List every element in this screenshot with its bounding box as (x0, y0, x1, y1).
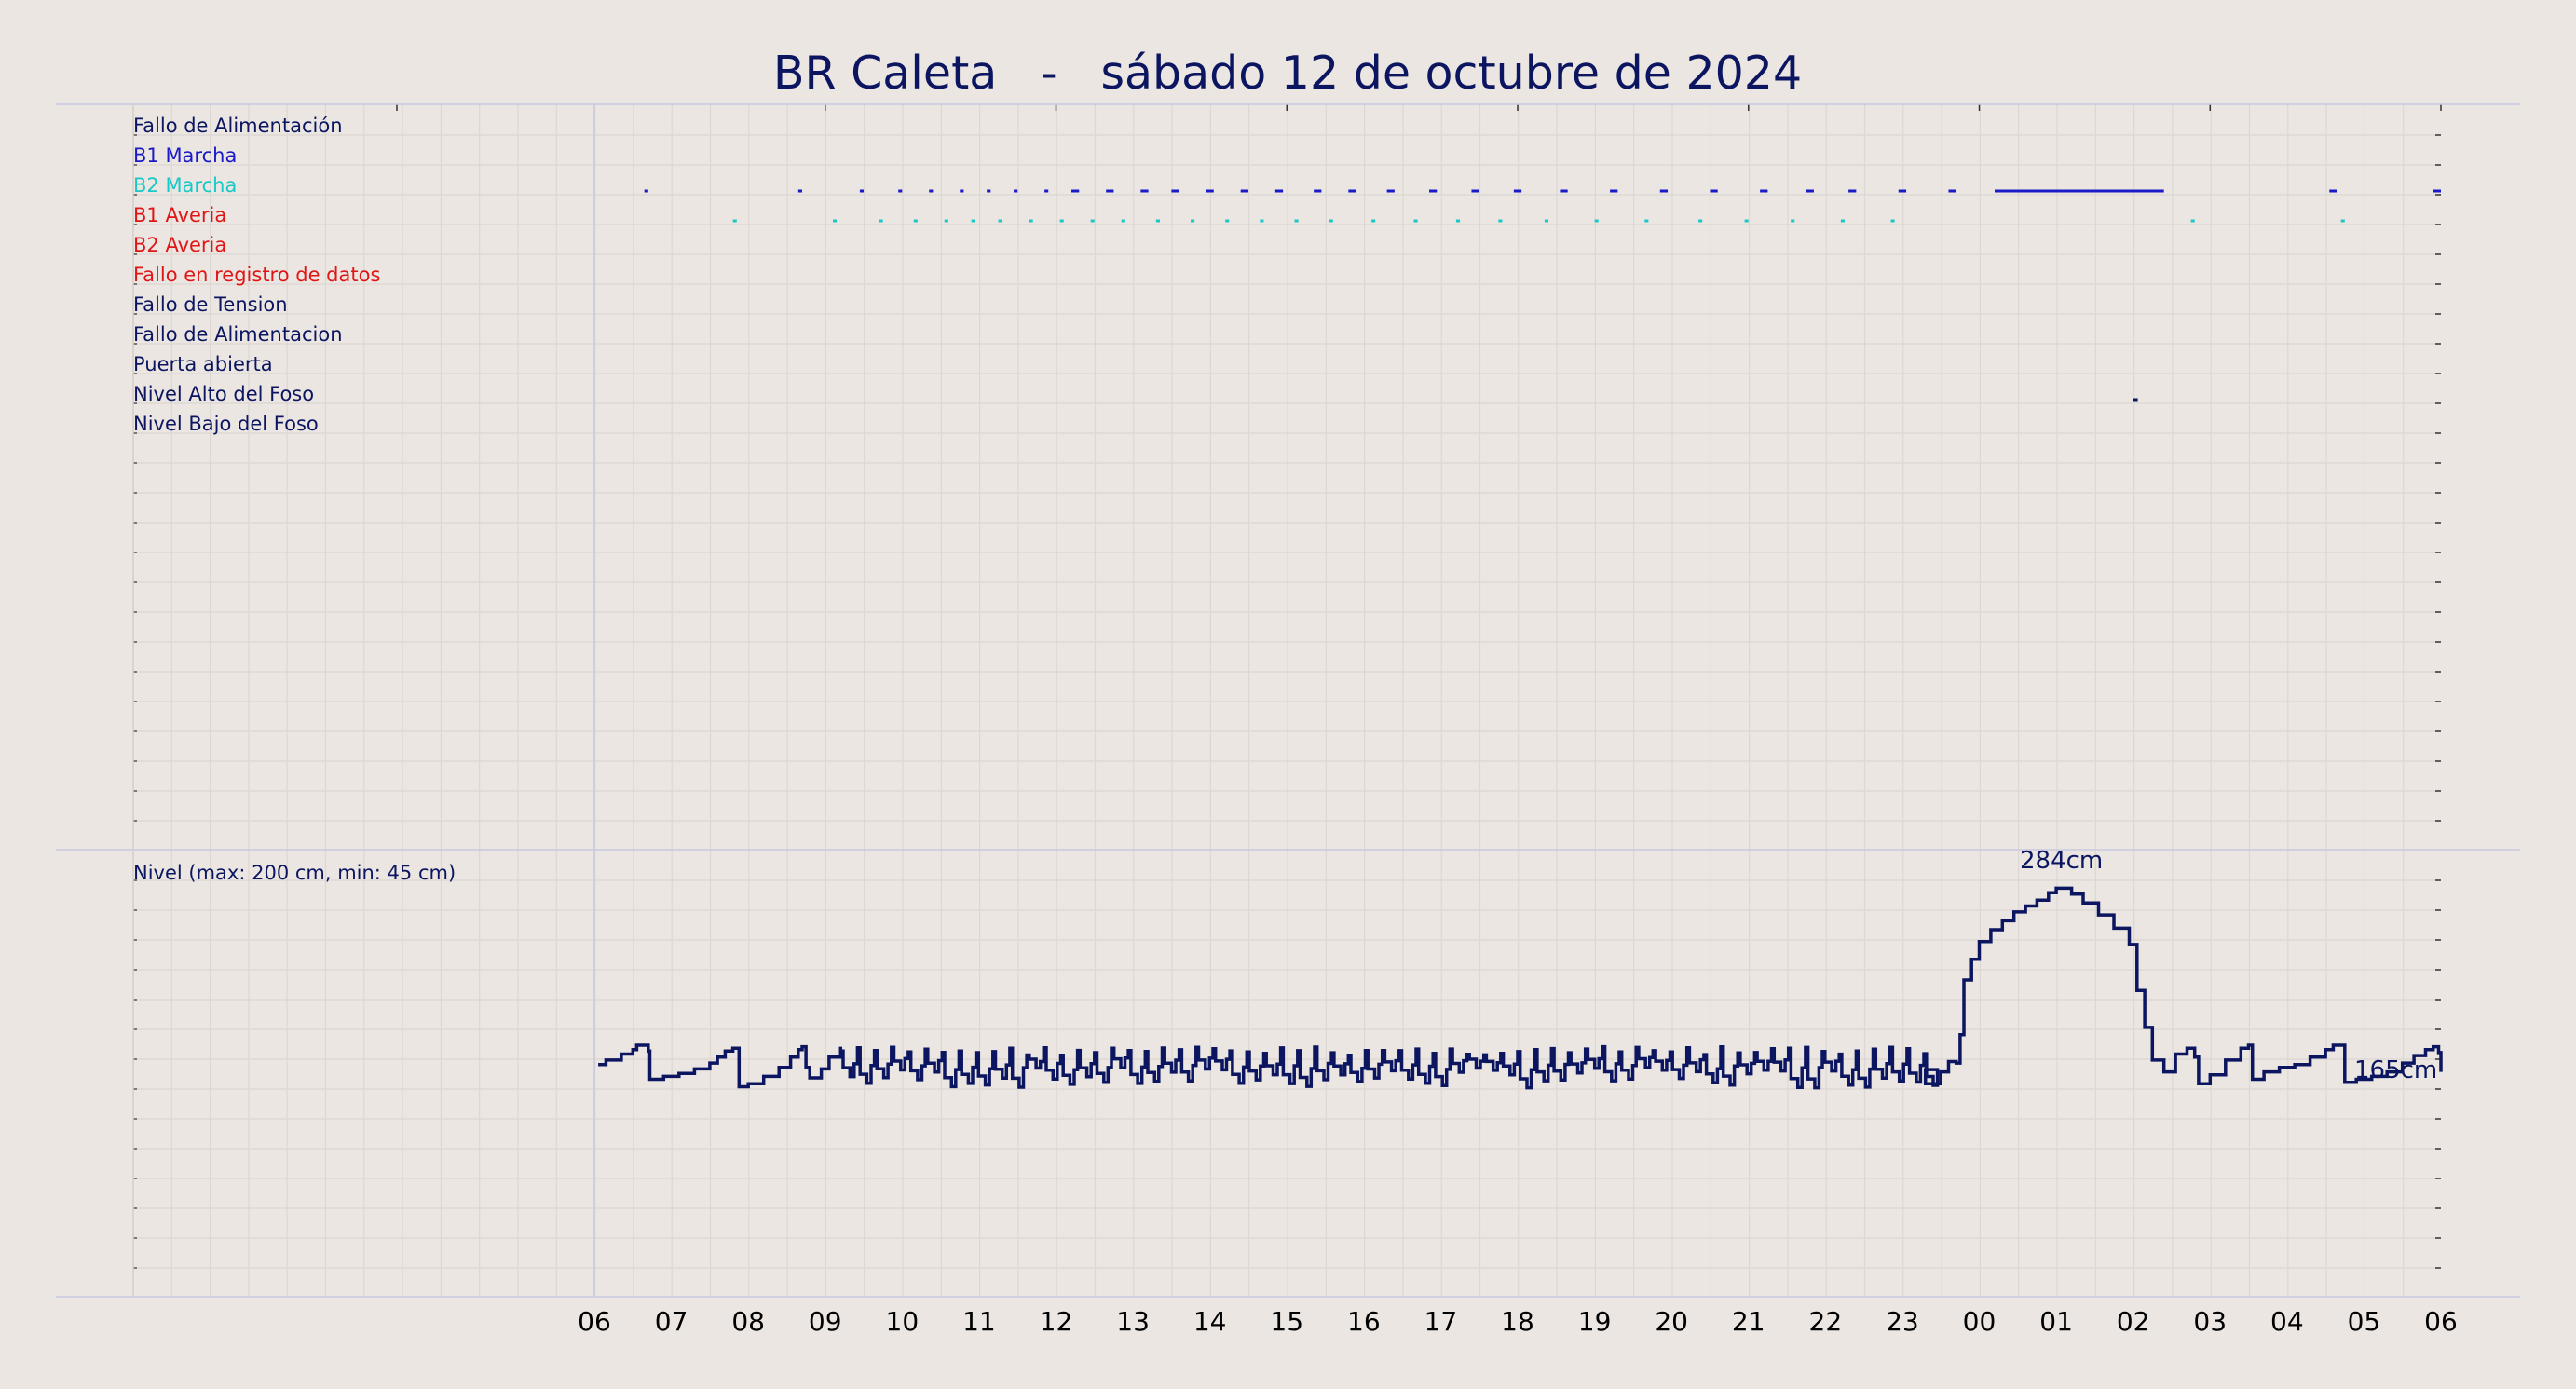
x-tick-label: 05 (2348, 1306, 2381, 1337)
x-tick-label: 21 (1732, 1306, 1765, 1337)
x-tick-label: 01 (2039, 1306, 2073, 1337)
frame-layer (56, 103, 2520, 1298)
x-tick-label: 17 (1424, 1306, 1458, 1337)
x-tick-label: 00 (1963, 1306, 1997, 1337)
chart-title: BR Caleta - sábado 12 de octubre de 2024 (773, 47, 1802, 100)
x-tick-label: 09 (809, 1306, 842, 1337)
x-tick-label: 14 (1193, 1306, 1227, 1337)
x-tick-label: 02 (2117, 1306, 2150, 1337)
level-annotation: 165cm (2354, 1056, 2437, 1084)
x-tick-label: 20 (1655, 1306, 1688, 1337)
x-tick-label: 12 (1040, 1306, 1073, 1337)
x-tick-label: 18 (1501, 1306, 1534, 1337)
signal-label: Fallo de Alimentacion (133, 323, 343, 346)
signal-label: B1 Averia (133, 204, 226, 226)
x-tick-label: 15 (1270, 1306, 1303, 1337)
signal-labels: Fallo de Alimentación B1 Marcha B2 Marcha B… (133, 115, 380, 435)
x-tick-label: 07 (655, 1306, 688, 1337)
level-series-line (598, 886, 2443, 1090)
level-series-label: Nivel (max: 200 cm, min: 45 cm) (133, 862, 456, 884)
signal-label: Fallo de Tension (133, 293, 288, 316)
signal-label: B1 Marcha (133, 144, 237, 167)
x-tick-label: 08 (731, 1306, 765, 1337)
x-tick-label: 11 (962, 1306, 996, 1337)
x-tick-label: 13 (1116, 1306, 1150, 1337)
level-annotations: 284cm 165cm (2020, 847, 2437, 1084)
x-tick-label: 23 (1886, 1306, 1919, 1337)
x-tick-label: 04 (2270, 1306, 2304, 1337)
signal-label: B2 Averia (133, 234, 226, 256)
x-tick-label: 06 (2424, 1306, 2458, 1337)
x-tick-label: 16 (1347, 1306, 1381, 1337)
level-chart: Nivel (max: 200 cm, min: 45 cm) (133, 862, 2443, 1090)
signal-label: Nivel Bajo del Foso (133, 413, 319, 435)
signal-events (644, 189, 2441, 402)
grid-layer (132, 104, 2442, 1297)
x-tick-label: 19 (1578, 1306, 1612, 1337)
x-tick-label: 03 (2193, 1306, 2227, 1337)
signal-label: B2 Marcha (133, 174, 237, 197)
x-tick-label: 10 (886, 1306, 920, 1337)
x-axis-ticks: 06 07 08 09 10 11 12 13 14 15 16 17 18 19 20 21 22 23 00 01… (578, 1306, 2458, 1337)
signal-label: Fallo de Alimentación (133, 115, 343, 137)
signal-label: Puerta abierta (133, 353, 273, 375)
x-tick-label: 06 (578, 1306, 611, 1337)
signal-label: Nivel Alto del Foso (133, 383, 314, 405)
signal-label: Fallo en registro de datos (133, 264, 380, 286)
level-annotation: 284cm (2020, 847, 2103, 875)
x-tick-label: 22 (1809, 1306, 1843, 1337)
